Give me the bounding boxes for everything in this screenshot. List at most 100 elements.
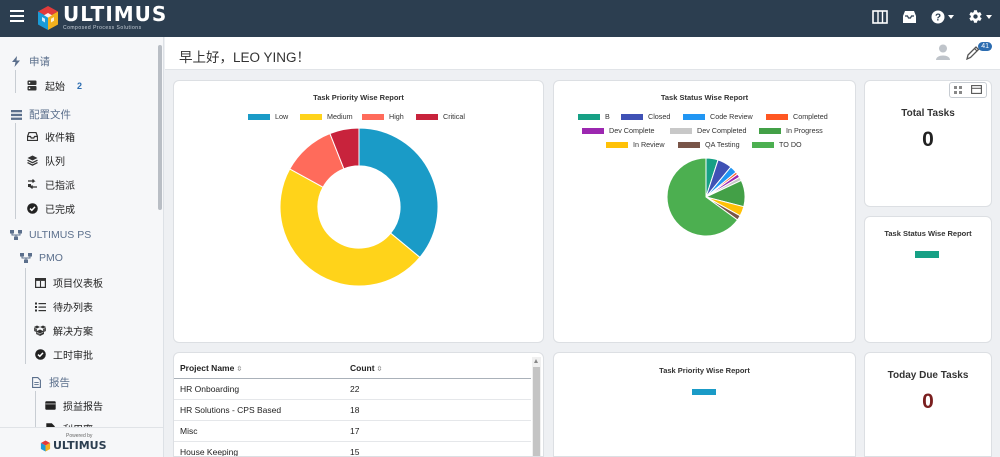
sidebar-item-todo-list[interactable]: 待办列表 <box>34 299 93 314</box>
sidebar-item-label: 已指派 <box>45 181 75 192</box>
cell-project-name: HR Solutions - CPS Based <box>174 399 344 421</box>
legend-item-closed[interactable]: Closed <box>621 112 670 121</box>
pencil-edit-icon[interactable] <box>966 45 980 65</box>
legend-swatch <box>606 141 628 148</box>
today-due-card: Today Due Tasks 0 <box>864 352 992 457</box>
legend-swatch <box>416 113 438 120</box>
sidebar-section-apply[interactable]: 申请 <box>10 54 50 69</box>
legend-swatch <box>578 113 600 120</box>
grid-view-icon[interactable] <box>954 81 963 99</box>
empty-chart-legend-swatch <box>692 389 716 395</box>
sidebar-section-ultimus-ps[interactable]: ULTIMUS PS <box>10 229 91 241</box>
columns-icon[interactable] <box>872 9 888 24</box>
cell-count: 17 <box>344 420 531 442</box>
sidebar-item-completed[interactable]: 已完成 <box>26 201 75 216</box>
legend-item-to-do[interactable]: TO DO <box>752 140 802 149</box>
sidebar-scrollbar[interactable] <box>158 45 162 210</box>
card-view-icon[interactable] <box>970 81 982 99</box>
status-report-card: Task Status Wise Report B Closed Code Re… <box>553 80 856 343</box>
help-icon[interactable]: ? <box>931 10 954 24</box>
scrollbar-thumb[interactable] <box>533 367 540 456</box>
sidebar-item-label: 损益报告 <box>63 402 103 413</box>
column-header-project-name[interactable]: Project Name ⇳ <box>174 358 344 379</box>
legend-swatch <box>752 141 774 148</box>
sidebar-item-inbox[interactable]: 收件箱 <box>26 129 75 144</box>
sitemap-icon <box>20 252 32 264</box>
greeting-text: 早上好，LEO YING！ <box>179 50 311 65</box>
table-scrollbar[interactable] <box>532 357 541 456</box>
sidebar-item-timesheet-approval[interactable]: 工时审批 <box>34 347 93 362</box>
sort-icon[interactable]: ⇳ <box>376 366 383 373</box>
tree-line <box>35 391 36 431</box>
pie-slice-medium[interactable] <box>279 168 421 287</box>
sidebar-section-pmo[interactable]: PMO <box>20 252 63 264</box>
pie-slice-critical[interactable] <box>329 127 360 170</box>
sidebar-item-solutions[interactable]: 解决方案 <box>34 323 93 338</box>
total-tasks-label: Total Tasks <box>901 108 955 119</box>
pie-slice-low[interactable] <box>358 127 439 259</box>
legend-item-dev-completed[interactable]: Dev Completed <box>670 126 747 135</box>
sidebar-item-queue[interactable]: 队列 <box>26 153 65 168</box>
legend-item-dev-complete[interactable]: Dev Complete <box>582 126 655 135</box>
legend-item-completed[interactable]: Completed <box>766 112 828 121</box>
legend-label: Closed <box>648 112 671 121</box>
legend-label: TO DO <box>779 140 802 149</box>
legend-item-b[interactable]: B <box>578 112 610 121</box>
legend-swatch <box>582 127 604 134</box>
sidebar-item-project-dashboard[interactable]: 项目仪表板 <box>34 275 103 290</box>
status-pie-chart <box>666 157 746 237</box>
legend-item-low[interactable]: Low <box>248 112 288 121</box>
sidebar-item-pl-report[interactable]: 损益报告 <box>44 398 103 413</box>
legend-item-qa-testing[interactable]: QA Testing <box>678 140 740 149</box>
lightning-icon <box>10 56 22 68</box>
cell-project-name: House Keeping <box>174 441 344 456</box>
priority-small-title: Task Priority Wise Report <box>659 366 750 375</box>
table-row[interactable]: HR Solutions - CPS Based 18 <box>174 399 531 421</box>
cell-count: 18 <box>344 399 531 421</box>
column-header-count[interactable]: Count ⇳ <box>344 358 531 379</box>
table-row[interactable]: Misc 17 <box>174 420 531 442</box>
legend-item-critical[interactable]: Critical <box>416 112 465 121</box>
legend-item-in-progress[interactable]: In Progress <box>759 126 823 135</box>
chart-title: Task Status Wise Report <box>660 93 749 102</box>
inbox-tray-icon[interactable] <box>902 10 917 24</box>
table-row[interactable]: HR Onboarding 22 <box>174 378 531 400</box>
legend-swatch <box>362 113 384 120</box>
sidebar-item-label: 收件箱 <box>45 133 75 144</box>
sidebar-item-label: 工时审批 <box>53 351 93 362</box>
legend-item-code-review[interactable]: Code Review <box>683 112 753 121</box>
server-icon <box>26 80 38 92</box>
legend-item-high[interactable]: High <box>362 112 404 121</box>
legend-label: High <box>389 112 404 121</box>
settings-gear-icon[interactable] <box>968 9 992 24</box>
sidebar-section-label: ULTIMUS PS <box>29 229 92 241</box>
total-tasks-card: Total Tasks 0 <box>864 80 992 207</box>
sidebar-item-label: 已完成 <box>45 205 75 216</box>
legend-label: QA Testing <box>705 140 740 149</box>
hamburger-menu-icon[interactable] <box>10 10 24 26</box>
scroll-up-arrow-icon[interactable] <box>534 359 538 363</box>
legend-label: B <box>605 112 610 121</box>
sidebar-item-label: 起始 <box>45 82 65 93</box>
sort-icon[interactable]: ⇳ <box>236 366 243 373</box>
user-avatar-icon[interactable] <box>936 44 950 65</box>
task-list-icon <box>34 301 46 313</box>
view-toggle[interactable] <box>949 82 987 98</box>
table-row[interactable]: House Keeping 15 <box>174 441 531 456</box>
sidebar-item-start[interactable]: 起始 2 <box>26 78 82 93</box>
total-tasks-value: 0 <box>922 128 934 151</box>
sidebar-section-label: 申请 <box>29 56 50 68</box>
legend-item-in-review[interactable]: In Review <box>606 140 665 149</box>
legend-label: Completed <box>793 112 828 121</box>
sidebar-item-assigned[interactable]: 已指派 <box>26 177 75 192</box>
brand-logo[interactable]: ULTIMUS Composed Process Solutions <box>36 4 167 31</box>
sidebar-section-reports[interactable]: 报告 <box>30 375 70 390</box>
chart-legend: B Closed Code Review Completed Dev Compl… <box>554 112 857 152</box>
dashboard-table-icon <box>34 277 46 289</box>
sidebar-section-config[interactable]: 配置文件 <box>10 107 71 122</box>
greeting-bar: 早上好，LEO YING！ 41 <box>165 37 1000 70</box>
legend-swatch <box>300 113 322 120</box>
legend-label: Code Review <box>710 112 753 121</box>
legend-item-medium[interactable]: Medium <box>300 112 353 121</box>
pie-slice-to-do[interactable] <box>666 157 739 237</box>
